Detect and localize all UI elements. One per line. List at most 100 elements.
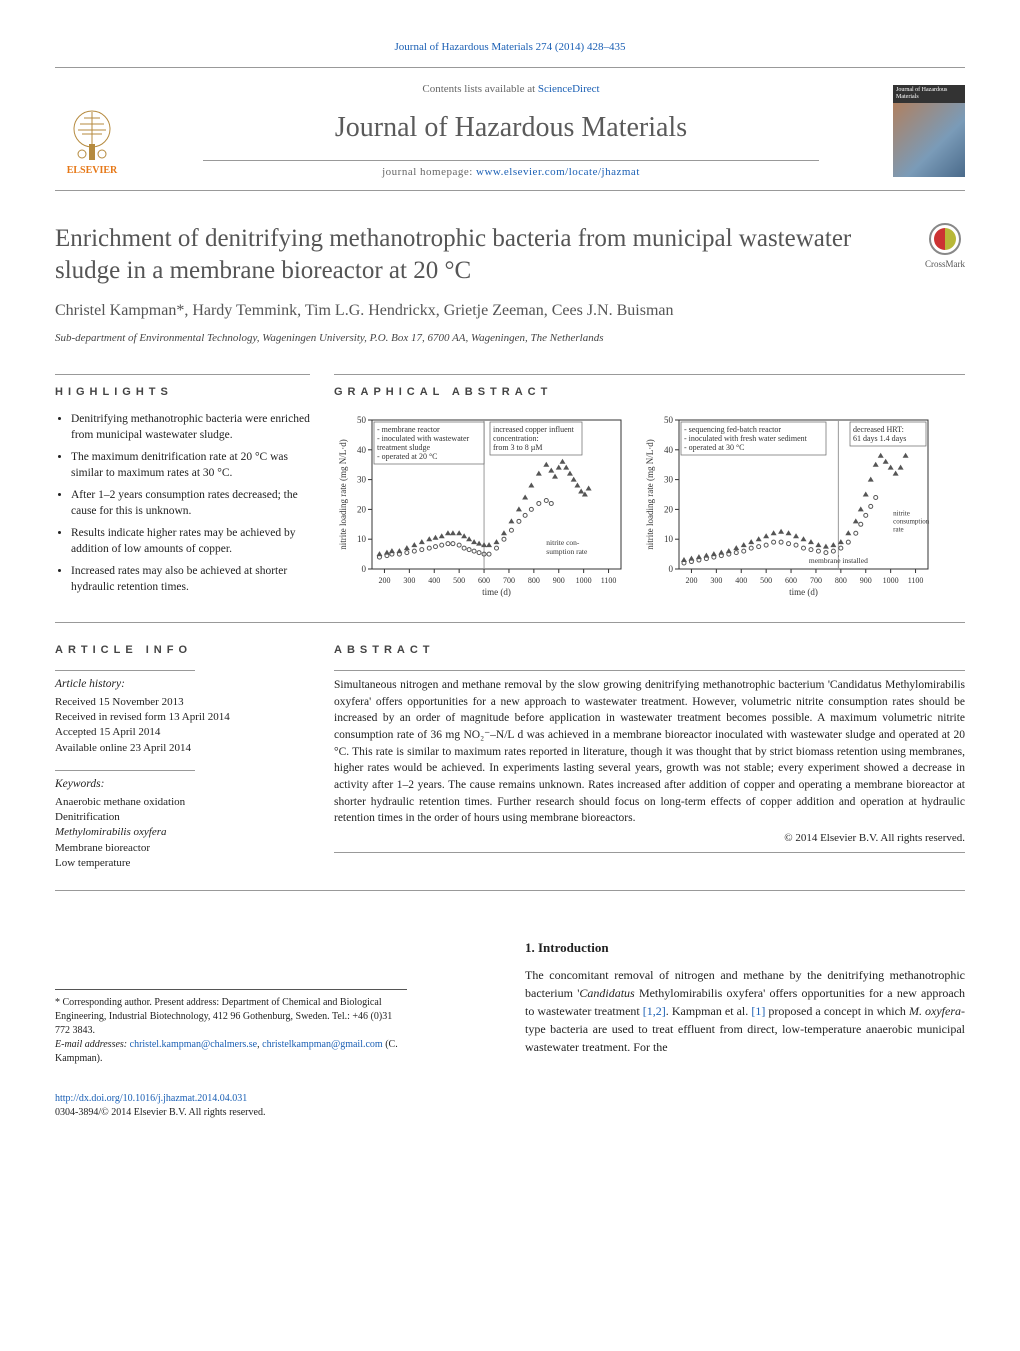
homepage-link[interactable]: www.elsevier.com/locate/jhazmat xyxy=(476,166,640,178)
history-item: Accepted 15 April 2014 xyxy=(55,725,310,740)
cover-title: Journal of Hazardous Materials xyxy=(893,85,965,103)
svg-text:sumption rate: sumption rate xyxy=(546,547,588,556)
crossmark-icon xyxy=(929,223,961,255)
svg-text:- operated at 30 °C: - operated at 30 °C xyxy=(684,443,745,452)
contents-prefix: Contents lists available at xyxy=(422,83,537,95)
email-link-2[interactable]: christelkampman@gmail.com xyxy=(262,1039,383,1050)
svg-text:time (d): time (d) xyxy=(482,587,511,597)
top-reference-link[interactable]: Journal of Hazardous Materials 274 (2014… xyxy=(395,41,626,53)
highlight-item: After 1–2 years consumption rates decrea… xyxy=(71,488,310,519)
intro-text: The concomitant removal of nitrogen and … xyxy=(525,966,965,1056)
svg-text:900: 900 xyxy=(553,576,565,585)
svg-text:nitrite loading rate (mg N/L·d: nitrite loading rate (mg N/L·d) xyxy=(338,439,348,549)
svg-text:1000: 1000 xyxy=(576,576,592,585)
issn-line: 0304-3894/© 2014 Elsevier B.V. All right… xyxy=(55,1107,265,1118)
homepage-line: journal homepage: www.elsevier.com/locat… xyxy=(143,165,879,180)
history-heading: Article history: xyxy=(55,677,310,693)
svg-text:200: 200 xyxy=(685,576,697,585)
svg-text:50: 50 xyxy=(664,415,674,425)
svg-text:900: 900 xyxy=(860,576,872,585)
graphical-abstract: 0102030405020030040050060070080090010001… xyxy=(334,412,965,597)
article-info-heading: ARTICLE INFO xyxy=(55,643,310,658)
journal-cover-thumb: Journal of Hazardous Materials xyxy=(893,85,965,177)
svg-text:nitrite con-: nitrite con- xyxy=(546,538,580,547)
svg-text:400: 400 xyxy=(735,576,747,585)
history-item: Received in revised form 13 April 2014 xyxy=(55,710,310,725)
svg-text:time (d): time (d) xyxy=(789,587,818,597)
graphical-abstract-heading: GRAPHICAL ABSTRACT xyxy=(334,374,965,400)
svg-text:500: 500 xyxy=(760,576,772,585)
svg-text:20: 20 xyxy=(357,505,367,515)
svg-text:600: 600 xyxy=(478,576,490,585)
svg-text:1000: 1000 xyxy=(883,576,899,585)
svg-text:40: 40 xyxy=(357,445,367,455)
svg-text:600: 600 xyxy=(785,576,797,585)
svg-text:61 days 1.4 days: 61 days 1.4 days xyxy=(853,434,906,443)
crossmark-badge[interactable]: CrossMark xyxy=(925,223,965,270)
citation-link[interactable]: [1,2] xyxy=(643,1004,666,1018)
corresponding-note: * Corresponding author. Present address:… xyxy=(55,996,407,1038)
history-item: Available online 23 April 2014 xyxy=(55,741,310,756)
svg-text:200: 200 xyxy=(378,576,390,585)
highlight-item: Increased rates may also be achieved at … xyxy=(71,564,310,595)
svg-text:800: 800 xyxy=(528,576,540,585)
highlight-item: Results indicate higher rates may be ach… xyxy=(71,526,310,557)
svg-text:1100: 1100 xyxy=(601,576,617,585)
svg-text:50: 50 xyxy=(357,415,367,425)
doi-link[interactable]: http://dx.doi.org/10.1016/j.jhazmat.2014… xyxy=(55,1093,247,1104)
email-link-1[interactable]: christel.kampman@chalmers.se xyxy=(130,1039,258,1050)
svg-text:400: 400 xyxy=(428,576,440,585)
keyword-item: Methylomirabilis oxyfera xyxy=(55,825,310,840)
crossmark-label: CrossMark xyxy=(925,258,965,270)
keyword-item: Anaerobic methane oxidation xyxy=(55,795,310,810)
svg-text:nitrite: nitrite xyxy=(893,509,910,517)
highlight-item: Denitrifying methanotrophic bacteria wer… xyxy=(71,412,310,443)
svg-text:- operated at 20 °C: - operated at 20 °C xyxy=(377,452,438,461)
highlight-item: The maximum denitrification rate at 20 °… xyxy=(71,450,310,481)
publisher-label: ELSEVIER xyxy=(67,164,118,178)
chart-right: 0102030405020030040050060070080090010001… xyxy=(641,412,936,597)
svg-text:20: 20 xyxy=(664,505,674,515)
abstract-heading: ABSTRACT xyxy=(334,643,965,658)
sciencedirect-link[interactable]: ScienceDirect xyxy=(538,83,600,95)
history-block: Received 15 November 2013Received in rev… xyxy=(55,695,310,757)
homepage-prefix: journal homepage: xyxy=(382,166,476,178)
svg-text:500: 500 xyxy=(453,576,465,585)
keyword-item: Low temperature xyxy=(55,856,310,871)
highlights-list: Denitrifying methanotrophic bacteria wer… xyxy=(55,412,310,595)
publisher-logo: ELSEVIER xyxy=(55,85,129,177)
keywords-heading: Keywords: xyxy=(55,777,310,793)
svg-text:0: 0 xyxy=(362,564,367,574)
chart-left: 0102030405020030040050060070080090010001… xyxy=(334,412,629,597)
contents-line: Contents lists available at ScienceDirec… xyxy=(143,82,879,97)
keywords-block: Anaerobic methane oxidationDenitrificati… xyxy=(55,795,310,872)
svg-text:rate: rate xyxy=(893,525,904,533)
svg-text:800: 800 xyxy=(835,576,847,585)
history-item: Received 15 November 2013 xyxy=(55,695,310,710)
keyword-item: Denitrification xyxy=(55,810,310,825)
svg-text:10: 10 xyxy=(357,534,367,544)
svg-text:membrane installed: membrane installed xyxy=(809,556,868,565)
keyword-item: Membrane bioreactor xyxy=(55,841,310,856)
svg-text:- sequencing fed-batch reactor: - sequencing fed-batch reactor xyxy=(684,425,781,434)
corresponding-block: * Corresponding author. Present address:… xyxy=(55,989,407,1066)
svg-text:300: 300 xyxy=(403,576,415,585)
svg-text:- inoculated with wastewater: - inoculated with wastewater xyxy=(377,434,470,443)
svg-text:concentration:: concentration: xyxy=(493,434,539,443)
svg-text:nitrite loading rate (mg N/L·d: nitrite loading rate (mg N/L·d) xyxy=(645,439,655,549)
copyright: © 2014 Elsevier B.V. All rights reserved… xyxy=(334,831,965,846)
corresponding-emails: E-mail addresses: christel.kampman@chalm… xyxy=(55,1038,407,1066)
top-reference: Journal of Hazardous Materials 274 (2014… xyxy=(55,40,965,55)
svg-text:30: 30 xyxy=(357,475,367,485)
abstract-text: Simultaneous nitrogen and methane remova… xyxy=(334,677,965,827)
svg-text:30: 30 xyxy=(664,475,674,485)
svg-text:treatment sludge: treatment sludge xyxy=(377,443,431,452)
svg-text:increased copper influent: increased copper influent xyxy=(493,425,575,434)
svg-text:from 3 to 8 µM: from 3 to 8 µM xyxy=(493,443,543,452)
svg-text:0: 0 xyxy=(669,564,674,574)
masthead: ELSEVIER Contents lists available at Sci… xyxy=(55,74,965,184)
footer: http://dx.doi.org/10.1016/j.jhazmat.2014… xyxy=(55,1092,965,1120)
email-label: E-mail addresses: xyxy=(55,1039,130,1050)
citation-link[interactable]: [1] xyxy=(751,1004,765,1018)
article-title: Enrichment of denitrifying methanotrophi… xyxy=(55,223,913,286)
